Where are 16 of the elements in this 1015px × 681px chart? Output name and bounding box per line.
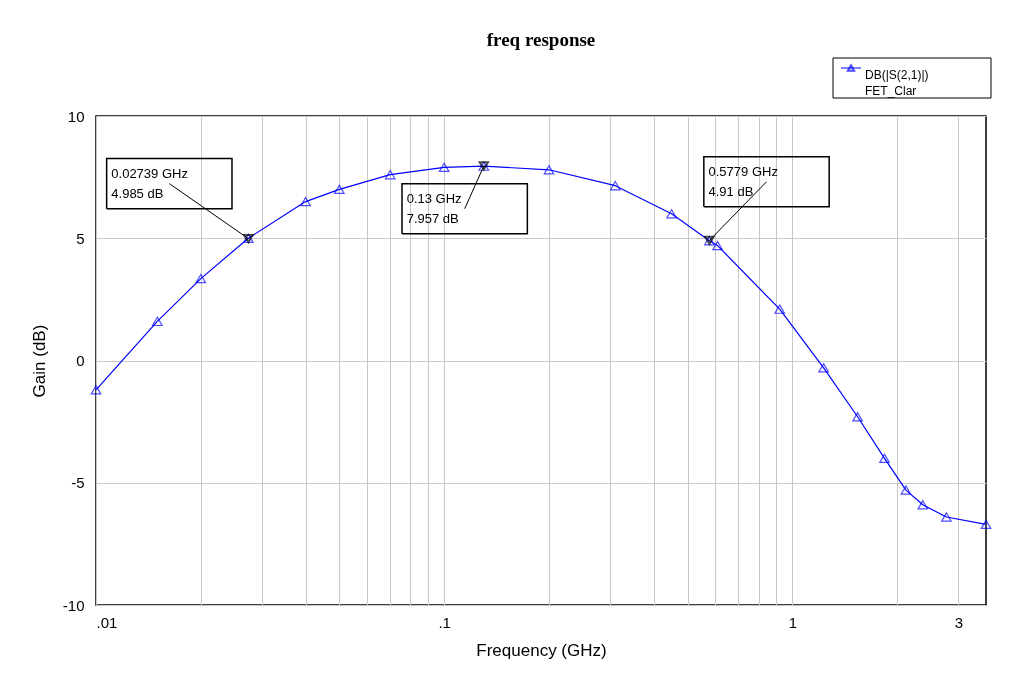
y-tick-label: 10 (67, 107, 85, 125)
y-axis-title: Gain (dB) (29, 324, 49, 398)
annotation: 0.02739 GHz 4.985 dB (111, 165, 188, 201)
y-tick-label: -10 (62, 596, 85, 614)
annotation: 0.13 GHz 7.957 dB (406, 190, 462, 226)
x-tick-label: 1 (788, 613, 797, 631)
x-axis-title: Frequency (GHz) (476, 640, 607, 660)
x-tick-label: .01 (96, 613, 118, 631)
y-tick-label: 5 (76, 229, 85, 247)
legend-label: DB(|S(2,1)|) FET_Clar (865, 68, 929, 98)
x-tick-label: 3 (954, 613, 964, 631)
y-tick-label: 0 (76, 352, 85, 369)
x-tick-label: .1 (438, 613, 451, 631)
annotation: 0.5779 GHz 4.91 dB (708, 163, 778, 199)
chart-title: freq response (486, 28, 596, 50)
y-tick-label: -5 (71, 474, 85, 492)
